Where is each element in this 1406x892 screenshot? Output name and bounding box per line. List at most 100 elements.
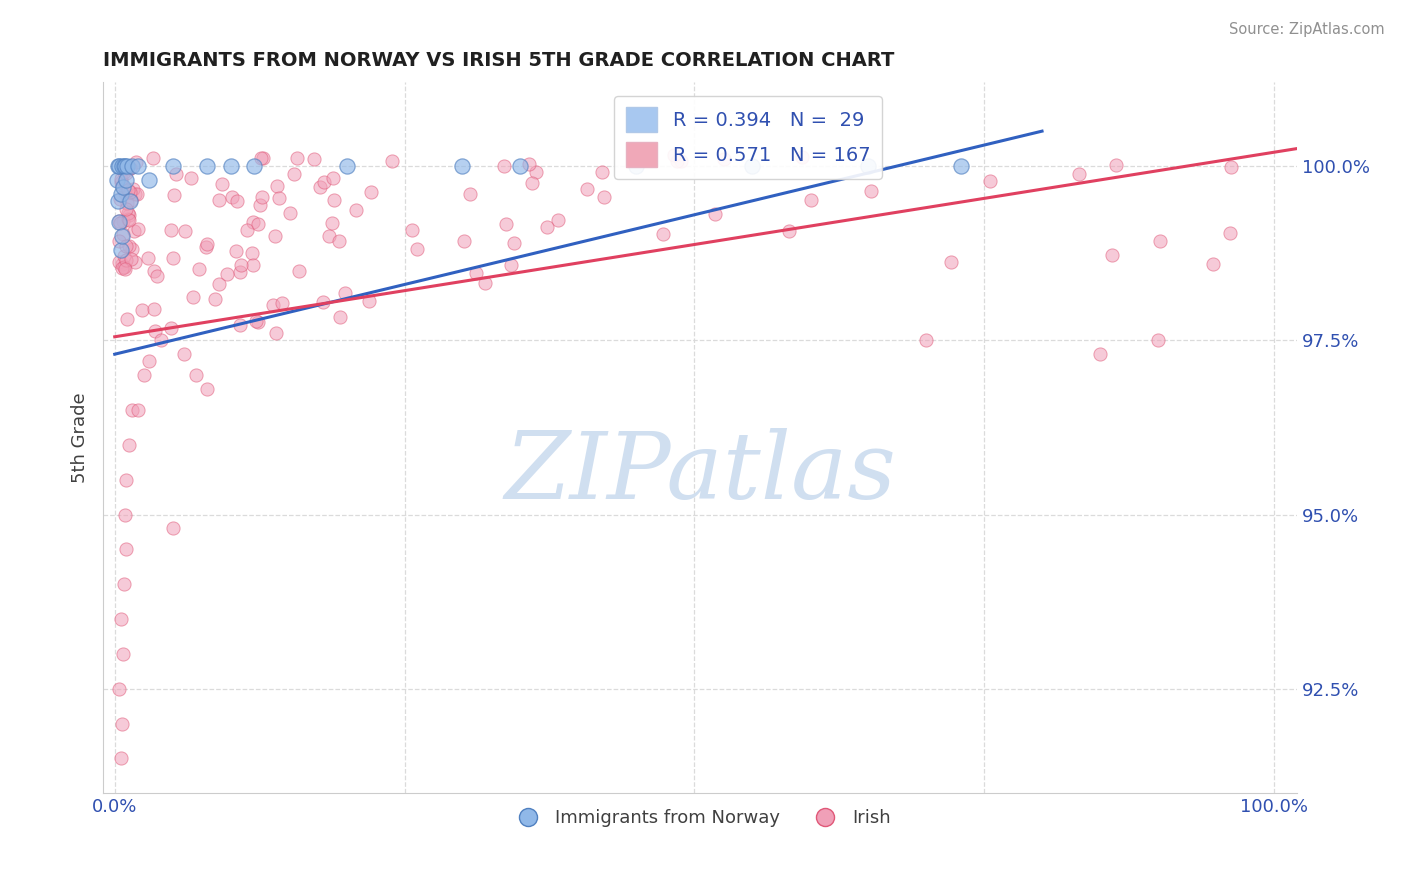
Point — [112, 214, 135, 228]
Point — [110, 175, 132, 189]
Point — [321, 216, 343, 230]
Point — [115, 166, 138, 180]
Point — [108, 159, 131, 173]
Point — [125, 187, 148, 202]
Point — [114, 186, 136, 200]
Point — [112, 260, 135, 274]
Point — [235, 223, 257, 237]
Point — [159, 223, 181, 237]
Point — [778, 224, 800, 238]
Point — [118, 194, 141, 208]
Point — [195, 240, 218, 254]
Point — [117, 183, 139, 197]
Point — [401, 222, 423, 236]
Point — [344, 202, 367, 217]
Point — [322, 193, 344, 207]
Point — [115, 161, 138, 175]
Point — [115, 239, 138, 253]
Point — [143, 263, 166, 277]
Point — [1220, 161, 1243, 175]
Legend: Immigrants from Norway, Irish: Immigrants from Norway, Irish — [502, 802, 898, 834]
Point — [266, 178, 288, 193]
Point — [243, 159, 266, 173]
Point — [174, 223, 197, 237]
Point — [225, 244, 247, 259]
Point — [741, 159, 763, 173]
Point — [110, 171, 132, 186]
Point — [121, 403, 143, 417]
Point — [652, 227, 675, 241]
Point — [1147, 333, 1170, 347]
Point — [162, 521, 184, 535]
Point — [138, 354, 160, 368]
Point — [242, 214, 264, 228]
Point — [229, 258, 252, 272]
Point — [115, 173, 138, 187]
Point — [704, 207, 727, 221]
Point — [318, 229, 340, 244]
Point — [328, 235, 350, 249]
Point — [197, 382, 219, 396]
Point — [665, 153, 688, 168]
Point — [195, 236, 218, 251]
Point — [246, 218, 269, 232]
Point — [181, 290, 204, 304]
Point — [1219, 226, 1241, 240]
Point — [117, 205, 139, 219]
Text: IMMIGRANTS FROM NORWAY VS IRISH 5TH GRADE CORRELATION CHART: IMMIGRANTS FROM NORWAY VS IRISH 5TH GRAD… — [103, 51, 894, 70]
Point — [662, 147, 685, 161]
Point — [245, 314, 267, 328]
Point — [229, 264, 252, 278]
Point — [108, 214, 131, 228]
Point — [111, 159, 134, 173]
Point — [110, 192, 132, 206]
Point — [121, 159, 143, 173]
Point — [162, 251, 184, 265]
Point — [110, 612, 132, 626]
Point — [1202, 257, 1225, 271]
Point — [115, 542, 138, 557]
Point — [114, 252, 136, 267]
Point — [1149, 234, 1171, 248]
Point — [264, 228, 287, 243]
Point — [219, 159, 242, 173]
Point — [117, 212, 139, 227]
Point — [859, 184, 882, 198]
Point — [173, 347, 195, 361]
Point — [949, 159, 972, 173]
Point — [136, 252, 159, 266]
Y-axis label: 5th Grade: 5th Grade — [72, 392, 89, 483]
Point — [790, 150, 813, 164]
Point — [110, 186, 132, 201]
Point — [112, 164, 135, 178]
Point — [117, 438, 139, 452]
Point — [159, 321, 181, 335]
Point — [941, 255, 963, 269]
Point — [107, 194, 129, 208]
Point — [278, 205, 301, 219]
Point — [118, 239, 141, 253]
Point — [314, 175, 336, 189]
Point — [501, 259, 523, 273]
Point — [800, 194, 823, 208]
Point — [117, 159, 139, 173]
Point — [188, 262, 211, 277]
Point — [125, 154, 148, 169]
Point — [592, 190, 614, 204]
Point — [474, 277, 496, 291]
Point — [122, 224, 145, 238]
Point — [127, 159, 149, 173]
Point — [406, 243, 429, 257]
Point — [110, 216, 132, 230]
Point — [197, 159, 219, 173]
Point — [108, 255, 131, 269]
Point — [110, 243, 132, 257]
Point — [120, 252, 142, 266]
Point — [111, 178, 134, 192]
Point — [165, 167, 187, 181]
Text: ZIPatlas: ZIPatlas — [505, 428, 896, 518]
Point — [302, 152, 325, 166]
Point — [107, 159, 129, 173]
Point — [226, 194, 249, 209]
Point — [1105, 158, 1128, 172]
